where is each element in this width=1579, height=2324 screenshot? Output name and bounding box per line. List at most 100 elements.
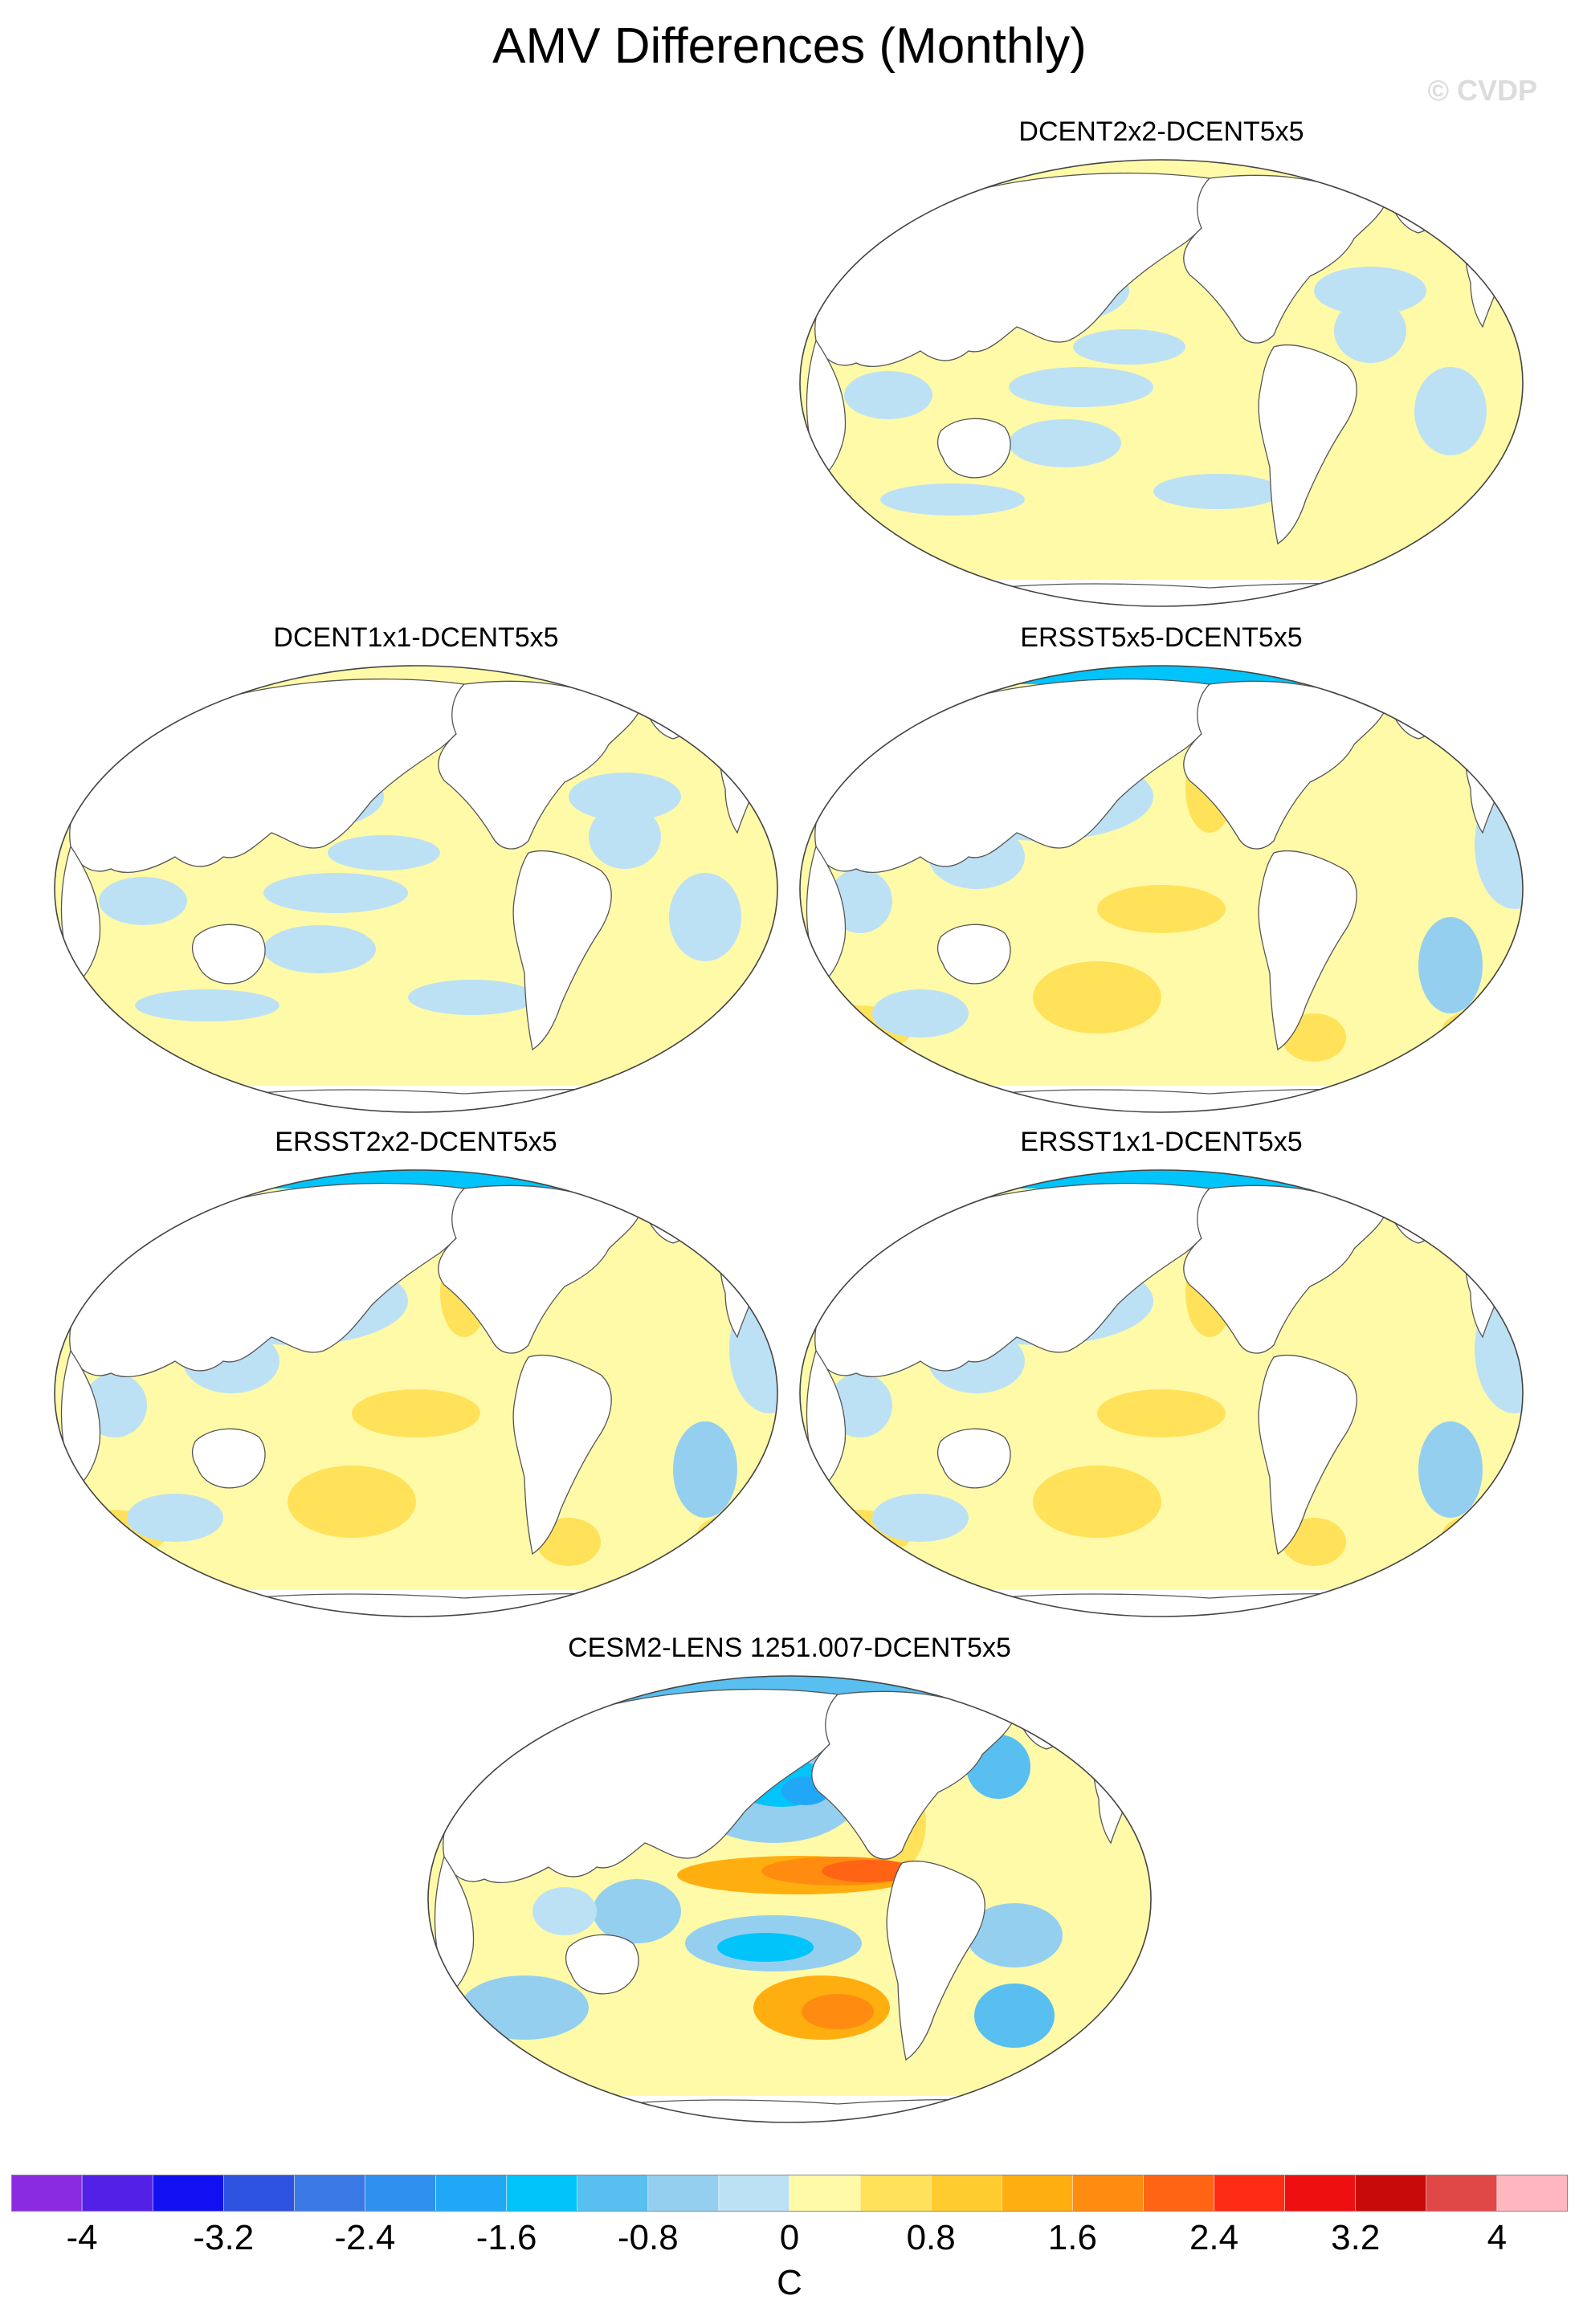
colorbar-tick-label: -3.2	[193, 2218, 255, 2257]
field-layer	[55, 1170, 777, 1617]
anomaly-blob	[127, 1494, 223, 1542]
anomaly-blob	[1414, 367, 1487, 455]
anomaly-blob	[844, 371, 932, 419]
map-panel-ersst1x1: ERSST1x1-DCENT5x5	[792, 1124, 1531, 1622]
colorbar-frame	[11, 2175, 1568, 2212]
map-border	[799, 665, 1524, 1113]
robinson-map	[799, 159, 1524, 607]
anomaly-blob	[263, 925, 376, 973]
colorbar-box	[435, 2175, 507, 2212]
australia-land	[936, 418, 1011, 479]
colorbar-tick-label: 3.2	[1331, 2218, 1381, 2257]
map-border	[427, 1675, 1152, 2123]
anomaly-blob	[593, 1879, 681, 1943]
africa-land	[434, 1855, 475, 1992]
africa-land	[806, 845, 847, 982]
figure-title: AMV Differences (Monthly)	[492, 18, 1087, 74]
anomaly-blob	[569, 773, 681, 821]
antarctica-land	[887, 1592, 1451, 1617]
robinson-map	[799, 1169, 1524, 1617]
antarctica-land	[887, 582, 1451, 606]
south-america-land	[886, 1860, 985, 2061]
colorbar-box	[647, 2175, 720, 2212]
field-layer	[800, 666, 1523, 1112]
antarctica-land	[516, 2098, 1079, 2122]
anomaly-blob	[532, 1887, 597, 1935]
panel-title: ERSST1x1-DCENT5x5	[1020, 1127, 1303, 1157]
panel-title: ERSST2x2-DCENT5x5	[275, 1127, 557, 1157]
australia-land	[191, 1428, 266, 1489]
colorbar-tick-label: -1.6	[475, 2218, 537, 2257]
map-panel-ersst2x2: ERSST2x2-DCENT5x5	[47, 1124, 785, 1622]
anomaly-blob	[1418, 917, 1483, 1013]
anomaly-blob	[352, 1389, 480, 1437]
colorbar-unit-label: C	[777, 2263, 802, 2302]
anomaly-blob	[1009, 367, 1153, 407]
anomaly-blob	[1334, 299, 1406, 363]
africa-land	[806, 1349, 847, 1486]
colorbar-tick-label: 0.8	[906, 2218, 956, 2257]
map-border	[799, 1169, 1524, 1617]
colorbar-box	[152, 2175, 224, 2212]
antarctica-land	[887, 1088, 1451, 1112]
robinson-map	[54, 665, 778, 1113]
colorbar-box	[1072, 2175, 1144, 2212]
south-america-land	[1258, 1354, 1357, 1555]
africa-land	[60, 1349, 101, 1486]
colorbar-box	[1002, 2175, 1073, 2212]
map-border	[799, 159, 1524, 607]
field-layer	[800, 160, 1523, 606]
robinson-map	[54, 1169, 778, 1617]
anomaly-blob	[135, 989, 279, 1021]
africa-land	[60, 845, 101, 982]
anomaly-blob	[673, 1421, 737, 1518]
anomaly-blob	[1073, 329, 1185, 365]
colorbar-box	[789, 2175, 861, 2212]
colorbar-box	[81, 2175, 153, 2212]
map-panel-ersst5x5: ERSST5x5-DCENT5x5	[792, 620, 1531, 1118]
map-border	[54, 665, 778, 1113]
colorbar-tick-label: 0	[779, 2218, 800, 2257]
robinson-map	[427, 1675, 1152, 2123]
australia-land	[936, 1428, 1011, 1489]
south-america-land	[512, 1354, 612, 1555]
anomaly-blob	[717, 1933, 814, 1962]
colorbar	[11, 2175, 1568, 2212]
colorbar-tick-label: -4	[66, 2218, 98, 2257]
antarctica-land	[142, 1592, 706, 1617]
anomaly-blob	[802, 1994, 874, 2029]
anomaly-blob	[328, 835, 440, 870]
anomaly-blob	[1442, 1009, 1523, 1050]
cvdp-watermark: © CVDP	[1427, 74, 1537, 107]
anomaly-blob	[669, 873, 741, 961]
field-layer	[800, 1170, 1523, 1617]
panel-title: ERSST5x5-DCENT5x5	[1020, 622, 1303, 653]
australia-land	[565, 1934, 639, 1995]
map-border	[54, 1169, 778, 1617]
map-panel-dcent2x2: DCENT2x2-DCENT5x5	[792, 114, 1531, 612]
anomaly-blob	[1475, 781, 1523, 909]
anomaly-blob	[589, 805, 661, 869]
africa-land	[806, 339, 847, 476]
australia-land	[191, 923, 266, 985]
colorbar-box	[294, 2175, 365, 2212]
south-america-land	[1258, 344, 1357, 545]
field-layer	[428, 1676, 1151, 2122]
map-panel-cesm2: CESM2-LENS 1251.007-DCENT5x5	[420, 1630, 1159, 2128]
colorbar-box	[1496, 2175, 1568, 2212]
map-panel-dcent1x1: DCENT1x1-DCENT5x5	[47, 620, 785, 1118]
colorbar-tick-label: 2.4	[1189, 2218, 1239, 2257]
anomaly-blob	[1009, 419, 1121, 467]
antarctica-land	[142, 1088, 706, 1112]
anomaly-blob	[460, 1975, 589, 2040]
anomaly-blob	[1033, 961, 1161, 1034]
anomaly-blob	[1314, 267, 1426, 315]
anomaly-blob	[99, 877, 187, 925]
colorbar-box	[1426, 2175, 1498, 2212]
anomaly-blob	[729, 1285, 777, 1413]
panel-title: DCENT1x1-DCENT5x5	[273, 622, 559, 653]
anomaly-blob	[1442, 1514, 1523, 1554]
anomaly-blob	[263, 873, 408, 913]
colorbar-box	[1284, 2175, 1356, 2212]
south-america-land	[1258, 850, 1357, 1051]
